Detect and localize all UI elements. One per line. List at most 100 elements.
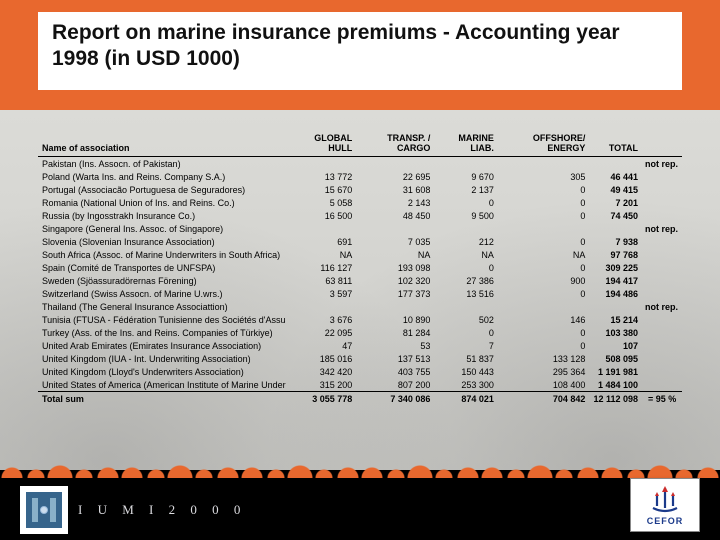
cell-val: 3 676 (290, 313, 357, 326)
table-row: Switzerland (Swiss Assocn. of Marine U.w… (38, 287, 682, 300)
cell-val: 185 016 (290, 352, 357, 365)
cell-val: 7 201 (589, 196, 642, 209)
table-row: Spain (Comité de Transportes de UNFSPA)1… (38, 261, 682, 274)
title-card: Report on marine insurance premiums - Ac… (38, 12, 682, 90)
table-row: Portugal (Associacão Portuguesa de Segur… (38, 183, 682, 196)
cell-val: 22 095 (290, 326, 357, 339)
table-row: Slovenia (Slovenian Insurance Associatio… (38, 235, 682, 248)
cell-name: Sweden (Sjöassuradörernas Förening) (38, 274, 290, 287)
cell-name: United Arab Emirates (Emirates Insurance… (38, 339, 290, 352)
cefor-text: CEFOR (647, 516, 684, 526)
cell-val: 9 670 (434, 170, 497, 183)
cell-val: 15 670 (290, 183, 357, 196)
cell-name: Tunisia (FTUSA - Fédération Tunisienne d… (38, 313, 290, 326)
cell-val: 807 200 (356, 378, 434, 392)
footer-bar: I U M I 2 0 0 0 CEFOR (0, 470, 720, 540)
table-row: United States of America (American Insti… (38, 378, 682, 392)
cell-val: 108 400 (498, 378, 590, 392)
cell-val: 295 364 (498, 365, 590, 378)
page-title: Report on marine insurance premiums - Ac… (52, 20, 668, 73)
cell-val: 2 137 (434, 183, 497, 196)
cell-val: 0 (434, 196, 497, 209)
cell-val: 194 486 (589, 287, 642, 300)
cell-total-val: 874 021 (434, 392, 497, 406)
cell-val: 900 (498, 274, 590, 287)
cell-val: 22 695 (356, 170, 434, 183)
cell-name: Slovenia (Slovenian Insurance Associatio… (38, 235, 290, 248)
cell-name: Russia (by Ingosstrakh Insurance Co.) (38, 209, 290, 222)
cell-total-label: Total sum (38, 392, 290, 406)
cell-val: 0 (498, 196, 590, 209)
cell-name: United Kingdom (Lloyd's Underwriters Ass… (38, 365, 290, 378)
cell-val: 7 938 (589, 235, 642, 248)
cell-val: 27 386 (434, 274, 497, 287)
cell-val: 97 768 (589, 248, 642, 261)
cell-val: 137 513 (356, 352, 434, 365)
cell-val: NA (356, 248, 434, 261)
cell-val: 102 320 (356, 274, 434, 287)
cell-total-val: 12 112 098 (589, 392, 642, 406)
cell-name: Portugal (Associacão Portuguesa de Segur… (38, 183, 290, 196)
cell-val: 116 127 (290, 261, 357, 274)
cell-val: 48 450 (356, 209, 434, 222)
table-row: Pakistan (Ins. Assocn. of Pakistan)not r… (38, 157, 682, 171)
table-row: Russia (by Ingosstrakh Insurance Co.)16 … (38, 209, 682, 222)
cell-val: 403 755 (356, 365, 434, 378)
cell-val: 194 417 (589, 274, 642, 287)
table-row: United Kingdom (IUA - Int. Underwriting … (38, 352, 682, 365)
cell-val: 0 (498, 261, 590, 274)
table-row: Tunisia (FTUSA - Fédération Tunisienne d… (38, 313, 682, 326)
cell-name: Pakistan (Ins. Assocn. of Pakistan) (38, 157, 290, 171)
table-total-row: Total sum3 055 7787 340 086874 021704 84… (38, 392, 682, 406)
table-row: United Kingdom (Lloyd's Underwriters Ass… (38, 365, 682, 378)
cell-val: 53 (356, 339, 434, 352)
cell-val: 315 200 (290, 378, 357, 392)
cell-val: 3 597 (290, 287, 357, 300)
cell-val: 309 225 (589, 261, 642, 274)
cell-val: 502 (434, 313, 497, 326)
cell-val: 0 (498, 326, 590, 339)
table-row: Poland (Warta Ins. and Reins. Company S.… (38, 170, 682, 183)
cell-val: 31 608 (356, 183, 434, 196)
cell-name: Spain (Comité de Transportes de UNFSPA) (38, 261, 290, 274)
cell-val: 0 (498, 287, 590, 300)
cell-val: 305 (498, 170, 590, 183)
cell-val: 13 772 (290, 170, 357, 183)
cell-total-val: 3 055 778 (290, 392, 357, 406)
cell-val: 146 (498, 313, 590, 326)
cell-val: 10 890 (356, 313, 434, 326)
cell-val: 5 058 (290, 196, 357, 209)
cell-val: 15 214 (589, 313, 642, 326)
cell-val: 47 (290, 339, 357, 352)
col-cargo: TRANSP. / CARGO (356, 130, 434, 157)
table-row: Turkey (Ass. of the Ins. and Reins. Comp… (38, 326, 682, 339)
cell-val: 7 (434, 339, 497, 352)
cell-val: 74 450 (589, 209, 642, 222)
cell-val: 2 143 (356, 196, 434, 209)
cell-name: Turkey (Ass. of the Ins. and Reins. Comp… (38, 326, 290, 339)
cell-val: 133 128 (498, 352, 590, 365)
cell-total-pct: = 95 % (642, 392, 682, 406)
iumi-text: I U M I 2 0 0 0 (78, 502, 246, 518)
table-row: Romania (National Union of Ins. and Rein… (38, 196, 682, 209)
cefor-logo: CEFOR (630, 478, 700, 532)
cell-val: 342 420 (290, 365, 357, 378)
cell-val: 253 300 (434, 378, 497, 392)
cell-val: 0 (498, 209, 590, 222)
cell-name: United States of America (American Insti… (38, 378, 290, 392)
cell-val: 1 484 100 (589, 378, 642, 392)
cell-name: Romania (National Union of Ins. and Rein… (38, 196, 290, 209)
cell-val: 508 095 (589, 352, 642, 365)
cell-total-val: 7 340 086 (356, 392, 434, 406)
col-liab: MARINE LIAB. (434, 130, 497, 157)
cell-name: South Africa (Assoc. of Marine Underwrit… (38, 248, 290, 261)
cell-val: 0 (434, 261, 497, 274)
cell-val: 46 441 (589, 170, 642, 183)
cell-val: 49 415 (589, 183, 642, 196)
table-row: United Arab Emirates (Emirates Insurance… (38, 339, 682, 352)
cell-val: 1 191 981 (589, 365, 642, 378)
cell-val: 103 380 (589, 326, 642, 339)
col-hull: GLOBAL HULL (290, 130, 357, 157)
cell-notrep: not rep. (589, 300, 682, 313)
iumi-badge-icon (20, 486, 68, 534)
